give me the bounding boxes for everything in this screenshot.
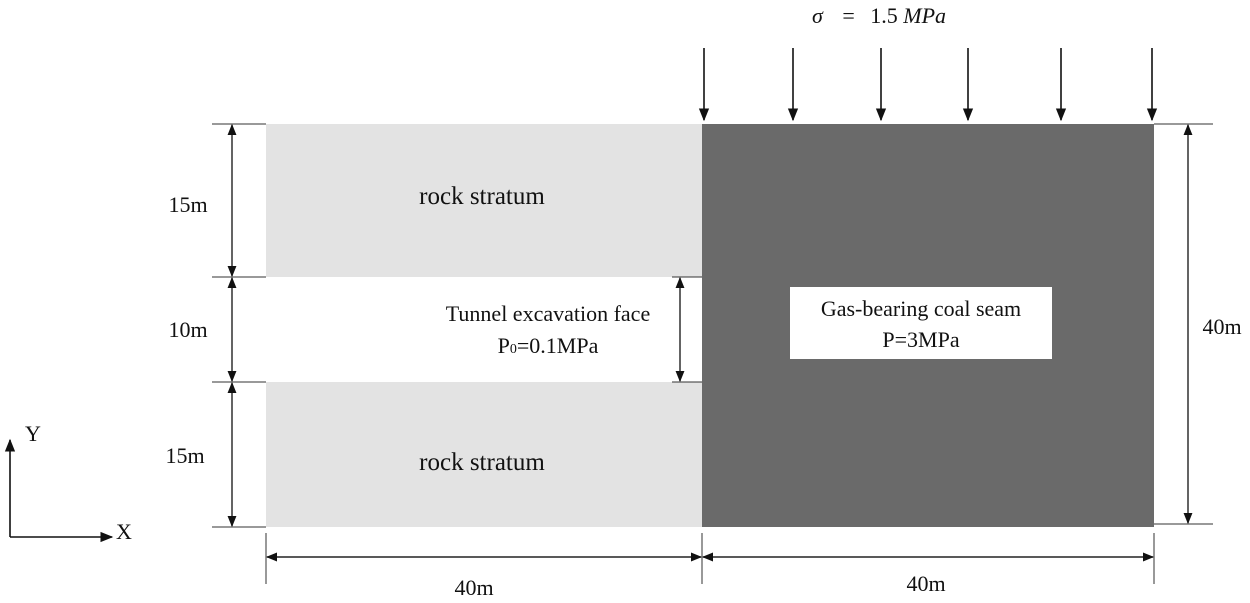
top-height-label: 15m	[168, 192, 207, 217]
tunnel-pressure-p: P	[498, 333, 510, 358]
rock-stratum-bottom-label: rock stratum	[419, 449, 545, 476]
tunnel-pressure-label: P0=0.1MPa	[498, 333, 599, 358]
rock-stratum-bottom	[266, 382, 702, 527]
bottom-height-label: 15m	[165, 443, 204, 468]
tunnel-pressure-sub: 0	[510, 342, 517, 357]
rock-stratum-top-label: rock stratum	[419, 183, 545, 210]
left-width-label: 40m	[454, 575, 493, 600]
coal-label-box	[790, 287, 1052, 359]
right-height-label: 40m	[1202, 314, 1241, 339]
coal-seam-label: Gas-bearing coal seam	[821, 296, 1021, 321]
load-value: 1.5	[870, 3, 898, 28]
x-axis-label: X	[116, 519, 132, 544]
coordinate-axes: Y X	[4, 421, 132, 544]
rock-stratum-top	[266, 124, 702, 277]
tunnel-pressure-value: =0.1MPa	[517, 333, 599, 358]
sigma-symbol: σ	[812, 3, 824, 28]
y-axis-label: Y	[25, 421, 41, 446]
middle-height-label: 10m	[168, 317, 207, 342]
load-arrows	[698, 48, 1158, 122]
load-unit: MPa	[902, 3, 946, 28]
load-label: σ = 1.5 MPa	[812, 3, 946, 28]
tunnel-face-label: Tunnel excavation face	[446, 301, 650, 326]
load-equals: =	[842, 3, 854, 28]
coal-pressure-label: P=3MPa	[882, 327, 959, 352]
right-width-label: 40m	[906, 571, 945, 596]
